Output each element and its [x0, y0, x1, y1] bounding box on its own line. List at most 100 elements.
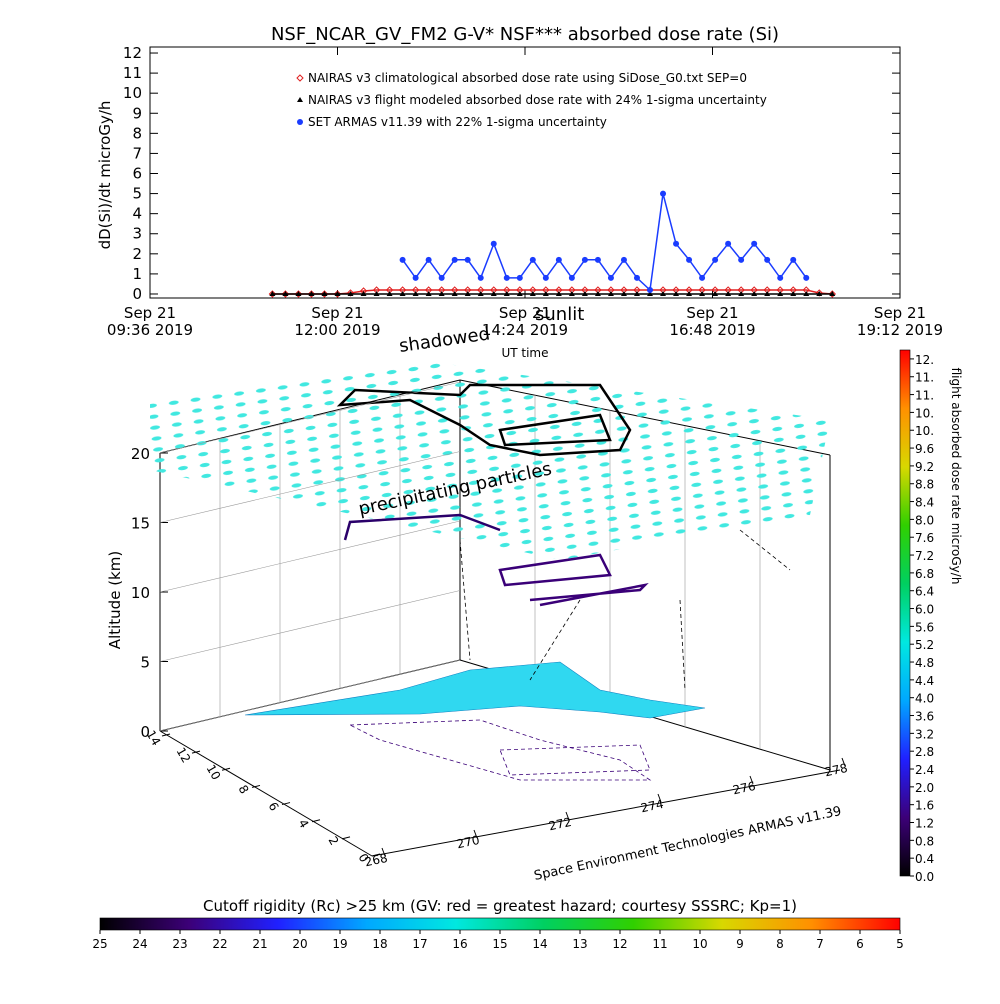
y-tick-label: 12: [123, 44, 142, 62]
data-point: [542, 274, 549, 281]
x-tick-label: 12:00 2019: [294, 321, 380, 339]
data-point: [451, 290, 458, 296]
ground-track: [349, 529, 791, 781]
x-tick-label: 270: [456, 833, 481, 851]
y-tick: [191, 750, 201, 754]
colorbar-tick-label: 7: [816, 937, 824, 951]
y-tick: [221, 767, 231, 771]
colorbar-tick-label: 12.: [915, 353, 934, 367]
z-tick-label: 0: [140, 723, 150, 741]
data-point: [633, 274, 640, 281]
grid-line: [159, 590, 461, 662]
data-point: [555, 290, 562, 296]
data-point: [738, 290, 745, 296]
y-tick-label: 5: [132, 185, 142, 203]
data-point: [673, 240, 680, 247]
colorbar-tick-label: 8.8: [915, 478, 934, 492]
y-tick-label: 11: [123, 64, 142, 82]
data-point: [281, 290, 290, 298]
x-tick-label: 09:36 2019: [107, 321, 193, 339]
y-tick: [281, 802, 291, 806]
data-point: [712, 290, 719, 296]
colorbar-tick-label: 6.0: [915, 603, 934, 617]
colorbar-tick-label: 22: [212, 937, 227, 951]
colorbar-tick-label: 11: [652, 937, 667, 951]
data-point: [477, 290, 484, 296]
data-point: [399, 256, 406, 263]
flight-track: [336, 383, 649, 607]
y-tick-label: 9: [132, 104, 142, 122]
data-point: [529, 256, 536, 263]
data-point: [699, 274, 706, 281]
data-point: [764, 256, 771, 263]
data-point: [294, 290, 303, 298]
colorbar-tick-label: 25: [92, 937, 107, 951]
data-point: [568, 274, 575, 281]
data-point: [673, 290, 680, 296]
data-point: [529, 290, 536, 296]
colorbar-title: Cutoff rigidity (Rc) >25 km (GV: red = g…: [203, 897, 797, 915]
x-tick-label: Sep 21: [499, 304, 551, 322]
y-tick-label: 4: [295, 817, 311, 831]
x-tick: [565, 811, 570, 821]
x-tick-label: 19:12 2019: [857, 321, 943, 339]
data-point: [464, 290, 471, 296]
colorbar-tick-label: 6: [856, 937, 864, 951]
data-point: [594, 290, 601, 296]
data-point: [790, 290, 797, 296]
y-tick-label: 1: [132, 265, 142, 283]
x-tick-label: 276: [732, 779, 757, 797]
colorbar-tick-label: 3.2: [915, 727, 934, 741]
data-point: [268, 290, 277, 298]
y-tick: [311, 819, 321, 823]
z-tick-label: 10: [131, 584, 150, 602]
data-point: [803, 274, 810, 281]
data-point: [568, 290, 575, 296]
chart-title: NSF_NCAR_GV_FM2 G-V* NSF*** absorbed dos…: [271, 24, 779, 45]
data-point: [412, 274, 419, 281]
x-tick: [381, 847, 386, 857]
z-tick-label: 15: [131, 515, 150, 533]
data-point: [738, 256, 745, 263]
colorbar-tick-label: 2.4: [915, 763, 934, 777]
x-axis-label: UT time: [501, 346, 548, 360]
x-tick: [841, 757, 846, 767]
data-point: [451, 256, 458, 263]
data-point: [751, 240, 758, 247]
y-tick-label: 7: [132, 144, 142, 162]
data-point: [777, 274, 784, 281]
colorbar-tick-label: 12: [612, 937, 627, 951]
colorbar-tick-label: 8.4: [915, 496, 934, 510]
grid-line: [159, 659, 461, 732]
y-tick-label: 10: [204, 762, 224, 782]
data-point: [320, 290, 329, 298]
data-point: [503, 290, 510, 296]
data-point: [594, 256, 601, 263]
data-point: [607, 290, 614, 296]
annotation: shadowed: [398, 323, 492, 357]
z-tick-label: 20: [131, 445, 150, 463]
colorbar-tick-label: 1.6: [915, 799, 934, 813]
grid-line: [159, 451, 461, 523]
data-point: [712, 256, 719, 263]
colorbar-tick-label: 11.: [915, 371, 934, 385]
colorbar-tick-label: 19: [332, 937, 347, 951]
y-axis-label: dD(Si)/dt microGy/h: [96, 101, 114, 250]
data-point: [477, 274, 484, 281]
data-point: [620, 256, 627, 263]
colorbar-tick-label: 20: [292, 937, 307, 951]
y-tick-label: 14: [144, 728, 164, 748]
colorbar-tick-label: 1.2: [915, 817, 934, 831]
data-point: [660, 190, 667, 197]
x-tick-label: Sep 21: [686, 304, 738, 322]
colorbar-tick-label: 17: [412, 937, 427, 951]
data-point: [829, 290, 836, 296]
x-tick-label: 272: [548, 815, 573, 833]
legend-label: NAIRAS v3 flight modeled absorbed dose r…: [308, 93, 767, 107]
data-point: [516, 274, 523, 281]
data-point: [660, 290, 667, 296]
y-tick-label: 12: [174, 745, 194, 765]
data-point: [542, 290, 549, 296]
data-point: [333, 290, 342, 298]
colorbar-tick-label: 10.: [915, 424, 934, 438]
